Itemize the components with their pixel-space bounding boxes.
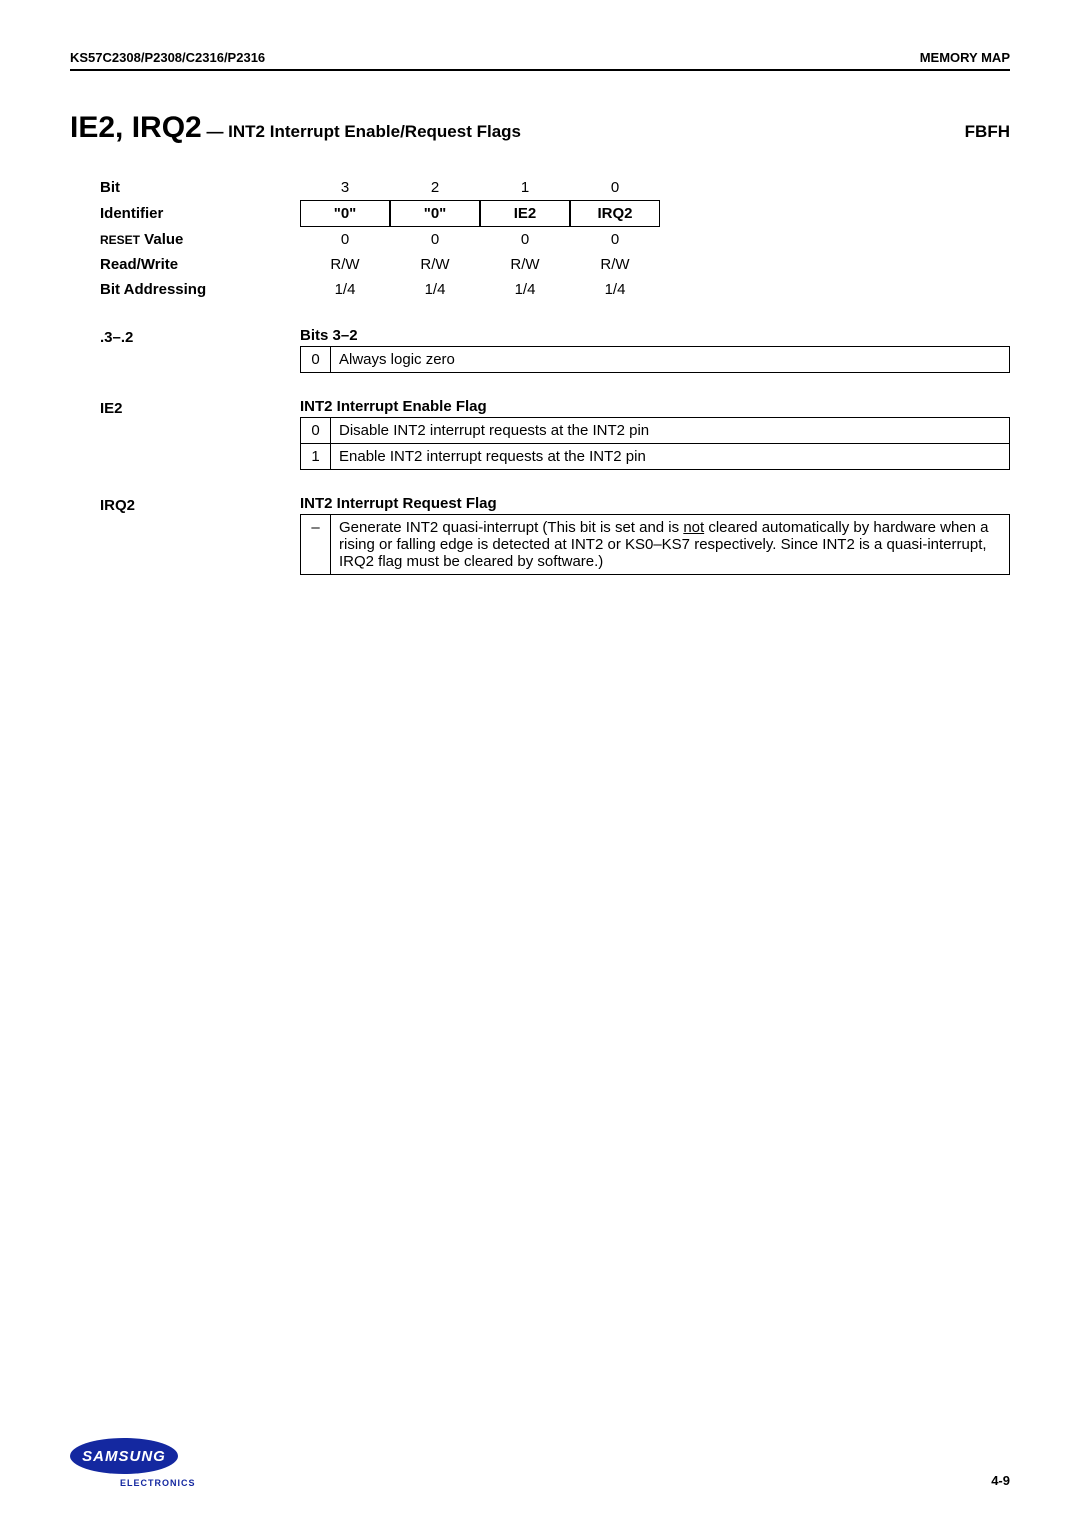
bit-cell: 0 [570,175,660,200]
section-heading: INT2 Interrupt Request Flag [300,495,1010,512]
bit-row-label: Identifier [100,201,300,226]
header-right: MEMORY MAP [920,50,1010,65]
bit-cell: 1/4 [480,277,570,302]
bit-cell: 3 [300,175,390,200]
bit-cell: 1/4 [300,277,390,302]
bit-cell: 1/4 [390,277,480,302]
def-key: 1 [301,444,331,470]
bit-row-label: Read/Write [100,252,300,277]
identifier-cell: IE2 [480,200,570,227]
section-label: IRQ2 [100,495,300,575]
def-text: Enable INT2 interrupt requests at the IN… [331,444,1010,470]
bit-cell: 1/4 [570,277,660,302]
identifier-cell: "0" [300,200,390,227]
def-key: 0 [301,347,331,373]
bit-summary-table: Bit 3 2 1 0 Identifier "0" "0" IE2 IRQ2 … [100,175,1010,302]
reset-small-text: RESET [100,233,140,247]
section-label: .3–.2 [100,327,300,373]
page-header: KS57C2308/P2308/C2316/P2316 MEMORY MAP [70,50,1010,71]
register-desc: — INT2 Interrupt Enable/Request Flags [202,122,521,141]
bit-cell: R/W [390,252,480,277]
def-key: – [301,515,331,575]
header-left: KS57C2308/P2308/C2316/P2316 [70,50,265,65]
section-ie2: IE2 INT2 Interrupt Enable Flag 0 Disable… [100,398,1010,470]
bit-cell: 0 [390,227,480,252]
def-text: Disable INT2 interrupt requests at the I… [331,418,1010,444]
table-row: 0 Always logic zero [301,347,1010,373]
samsung-logo-icon: SAMSUNG [70,1438,178,1474]
bit-row-label: Bit Addressing [100,277,300,302]
section-heading: INT2 Interrupt Enable Flag [300,398,1010,415]
bit-cell: 0 [300,227,390,252]
bit-cell: 0 [480,227,570,252]
electronics-text: ELECTRONICS [120,1478,196,1488]
definition-table: – Generate INT2 quasi-interrupt (This bi… [300,514,1010,575]
table-row: 0 Disable INT2 interrupt requests at the… [301,418,1010,444]
bit-cell: R/W [570,252,660,277]
bit-cell: 0 [570,227,660,252]
page-footer: SAMSUNG ELECTRONICS 4-9 [70,1438,1010,1488]
identifier-cell: "0" [390,200,480,227]
bit-row-reset: RESET Value 0 0 0 0 [100,227,1010,252]
table-row: 1 Enable INT2 interrupt requests at the … [301,444,1010,470]
section-content: INT2 Interrupt Enable Flag 0 Disable INT… [300,398,1010,470]
reset-rest-text: Value [140,231,183,248]
section-heading: Bits 3–2 [300,327,1010,344]
def-text-composite: Generate INT2 quasi-interrupt (This bit … [331,515,1010,575]
def-text: Always logic zero [331,347,1010,373]
table-row: – Generate INT2 quasi-interrupt (This bi… [301,515,1010,575]
section-content: Bits 3–2 0 Always logic zero [300,327,1010,373]
title-left: IE2, IRQ2 — INT2 Interrupt Enable/Reques… [70,111,521,145]
identifier-cell: IRQ2 [570,200,660,227]
bit-row-addressing: Bit Addressing 1/4 1/4 1/4 1/4 [100,277,1010,302]
definition-table: 0 Always logic zero [300,346,1010,373]
section-content: INT2 Interrupt Request Flag – Generate I… [300,495,1010,575]
register-address: FBFH [965,122,1010,142]
bit-row-label: Bit [100,175,300,200]
section-irq2: IRQ2 INT2 Interrupt Request Flag – Gener… [100,495,1010,575]
page-number: 4-9 [991,1473,1010,1488]
def-key: 0 [301,418,331,444]
bit-cell: 2 [390,175,480,200]
samsung-logo-block: SAMSUNG ELECTRONICS [70,1438,196,1488]
title-row: IE2, IRQ2 — INT2 Interrupt Enable/Reques… [70,111,1010,145]
bit-cell: R/W [480,252,570,277]
def-text-underline: not [683,519,704,536]
register-name: IE2, IRQ2 [70,111,202,144]
bit-row-identifier: Identifier "0" "0" IE2 IRQ2 [100,200,1010,227]
bit-row-readwrite: Read/Write R/W R/W R/W R/W [100,252,1010,277]
definition-table: 0 Disable INT2 interrupt requests at the… [300,417,1010,470]
bit-cell: 1 [480,175,570,200]
def-text-pre: Generate INT2 quasi-interrupt (This bit … [339,519,683,536]
section-label: IE2 [100,398,300,470]
page-container: KS57C2308/P2308/C2316/P2316 MEMORY MAP I… [0,0,1080,640]
bit-row-label: RESET Value [100,227,300,252]
section-bits32: .3–.2 Bits 3–2 0 Always logic zero [100,327,1010,373]
bit-cell: R/W [300,252,390,277]
bit-row-bit: Bit 3 2 1 0 [100,175,1010,200]
